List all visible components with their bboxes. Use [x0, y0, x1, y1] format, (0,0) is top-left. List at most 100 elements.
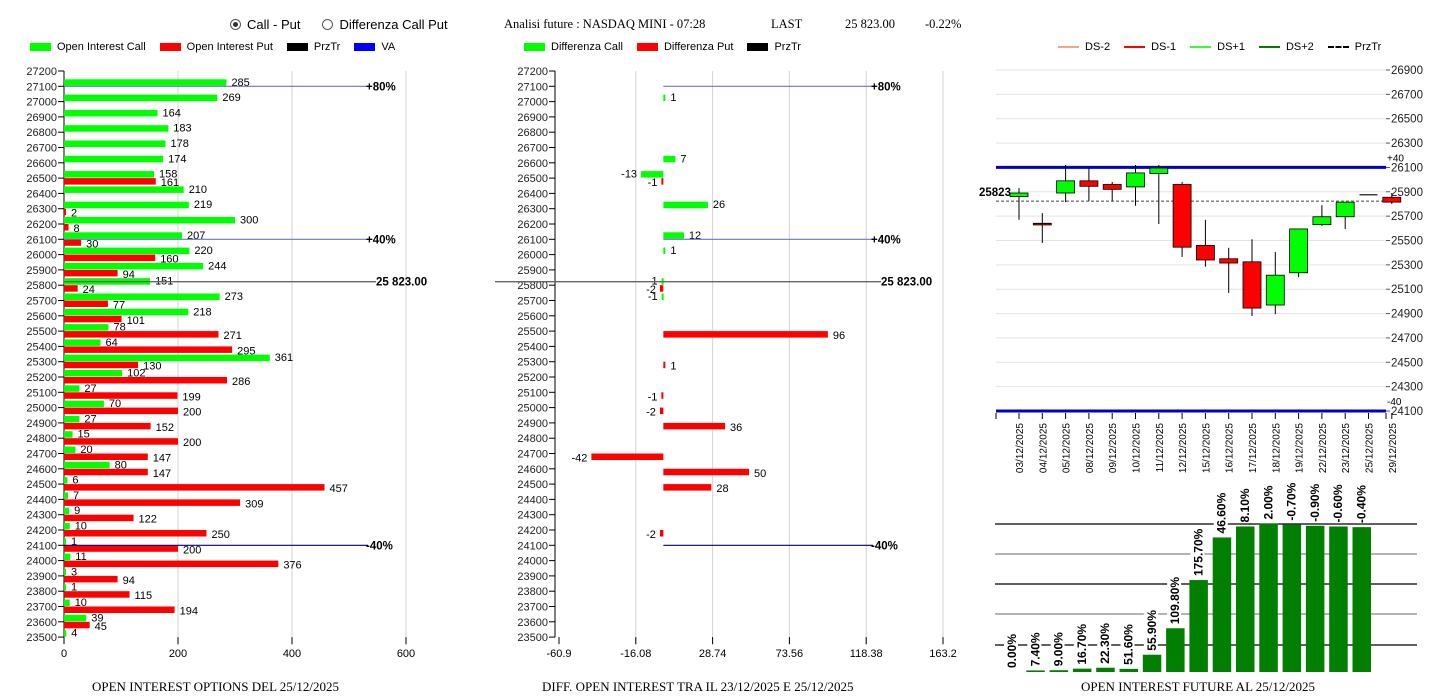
y-tick-label: 25500 — [517, 326, 548, 338]
put-value-label: 130 — [143, 361, 161, 373]
header-change: -0.22% — [925, 17, 962, 31]
va-line-label: -40% — [366, 540, 393, 552]
call-bar — [64, 507, 70, 515]
call-value-label: 1 — [670, 92, 676, 104]
x-tick-label: 19/12/2025 — [1295, 423, 1306, 473]
y-tick-label: 25100 — [26, 387, 57, 399]
oi-future-bar — [1049, 670, 1069, 672]
legend-label: PrzTr — [313, 41, 341, 53]
put-value-label: 96 — [833, 330, 845, 342]
y-tick-label: 24900 — [26, 418, 57, 430]
put-value-label: 94 — [123, 269, 135, 281]
y-tick-label: 26500 — [1391, 114, 1423, 126]
y-tick-label: 24800 — [517, 433, 548, 445]
diff-open-interest-chart: -60.9 -16.08 28.74 73.56 118.38 163.2 27200 271… — [495, 66, 957, 660]
y-tick-label: 26200 — [26, 219, 57, 231]
oi-future-bar — [1119, 668, 1138, 672]
x-tick-label: -16.08 — [620, 648, 651, 660]
oi-future-bar — [1072, 668, 1092, 672]
y-tick-label: 27200 — [26, 66, 57, 78]
y-tick-label: 27000 — [517, 97, 548, 109]
label-background — [1237, 486, 1251, 523]
y-tick-label: 24900 — [517, 418, 548, 430]
y-tick-label: 26300 — [26, 204, 57, 216]
call-value-label: 27 — [84, 413, 96, 425]
call-value-label: 27 — [84, 383, 96, 395]
y-tick-label: 25500 — [26, 326, 57, 338]
y-tick-label: 24700 — [517, 449, 548, 461]
radio-call-put-label: Call - Put — [247, 17, 301, 32]
va-line-label: -40% — [871, 540, 898, 552]
y-tick-label: 26900 — [1391, 65, 1423, 77]
y-tick-label: 26800 — [26, 127, 57, 139]
legend-label: Differenza Call — [551, 41, 623, 53]
y-tick-label: 27100 — [26, 81, 57, 93]
legend-item-ds+2: DS+2 — [1258, 41, 1314, 53]
y-tick-label: 24400 — [26, 494, 57, 506]
oi-future-label: 55.90% — [1145, 610, 1159, 651]
put-bar — [659, 407, 664, 415]
y-tick-label: 23700 — [26, 602, 57, 614]
candle-body — [1032, 223, 1052, 226]
put-value-label: 28 — [716, 483, 728, 495]
label-background — [1260, 483, 1275, 520]
call-bar — [64, 477, 68, 484]
y-tick-label: 24500 — [1391, 357, 1423, 369]
y-tick-label: 24700 — [26, 449, 57, 461]
put-bar — [64, 392, 178, 399]
put-value-label: -1 — [648, 391, 658, 403]
oi-future-bar — [1305, 525, 1325, 672]
candle-body — [1009, 192, 1029, 198]
y-tick-label: 26900 — [26, 112, 57, 124]
open-interest-options-chart: 0 200 400 600272002710027000269002680026700… — [26, 66, 427, 660]
radio-differenza-call-put[interactable]: Differenza Call Put — [322, 17, 448, 32]
call-bar — [64, 94, 218, 102]
label-background — [1330, 480, 1345, 523]
call-value-label: 10 — [75, 597, 87, 609]
band-label: +40 — [1387, 153, 1404, 164]
put-bar — [64, 315, 122, 323]
candle-body — [1056, 180, 1075, 194]
legend-item-diff-call: Differenza Call — [524, 41, 623, 53]
radio-call-put[interactable]: Call - Put — [230, 17, 300, 32]
legend-label: Open Interest Call — [57, 41, 146, 53]
put-bar — [64, 285, 78, 292]
candle-body — [1219, 258, 1239, 264]
y-tick-label: 26100 — [26, 234, 57, 246]
radio-selected-icon[interactable] — [230, 19, 241, 30]
x-tick-label: -60.9 — [546, 648, 571, 660]
y-tick-label: 24400 — [517, 494, 548, 506]
y-tick-label: 26300 — [517, 204, 548, 216]
call-value-label: 210 — [189, 184, 207, 196]
radio-unselected-icon[interactable] — [322, 19, 334, 30]
y-tick-label: 23500 — [26, 632, 57, 644]
oi-future-bar — [1142, 654, 1162, 672]
y-tick-label: 24500 — [26, 479, 57, 491]
header-info: Analisi future : NASDAQ MINI - 07:28 LAS… — [504, 17, 961, 32]
put-value-label: 376 — [283, 560, 301, 572]
oi-future-bar — [1236, 526, 1255, 672]
x-tick-label: 04/12/2025 — [1038, 423, 1049, 473]
put-bar — [661, 178, 664, 185]
call-value-label: 158 — [159, 169, 177, 181]
call-bar — [64, 247, 190, 255]
y-tick-label: 23500 — [517, 632, 548, 644]
y-tick-label: 24500 — [517, 479, 548, 491]
legend-item-ds-2: DS-2 — [1058, 41, 1110, 53]
legend-item-ds+1: DS+1 — [1190, 41, 1245, 53]
y-tick-label: 24100 — [517, 540, 548, 552]
call-bar — [64, 155, 164, 163]
legend-label: DS-2 — [1085, 41, 1111, 53]
band-label: -40 — [1387, 397, 1402, 408]
call-value-label: 11 — [75, 551, 86, 563]
x-tick-label: 05/12/2025 — [1062, 423, 1073, 473]
call-bar — [64, 262, 204, 270]
open-interest-future-chart: 0.00% 7.40% 9.00% 16.70% 22.30% 51.60% 55.90% 1… — [995, 480, 1417, 672]
legend-swatch-call — [524, 43, 545, 51]
y-tick-label: 24000 — [26, 556, 57, 568]
label-background — [1213, 490, 1228, 534]
call-value-label: 12 — [689, 230, 701, 242]
y-tick-label: 27200 — [517, 66, 548, 78]
y-tick-label: 26400 — [517, 188, 548, 200]
y-tick-label: 24200 — [517, 525, 548, 537]
